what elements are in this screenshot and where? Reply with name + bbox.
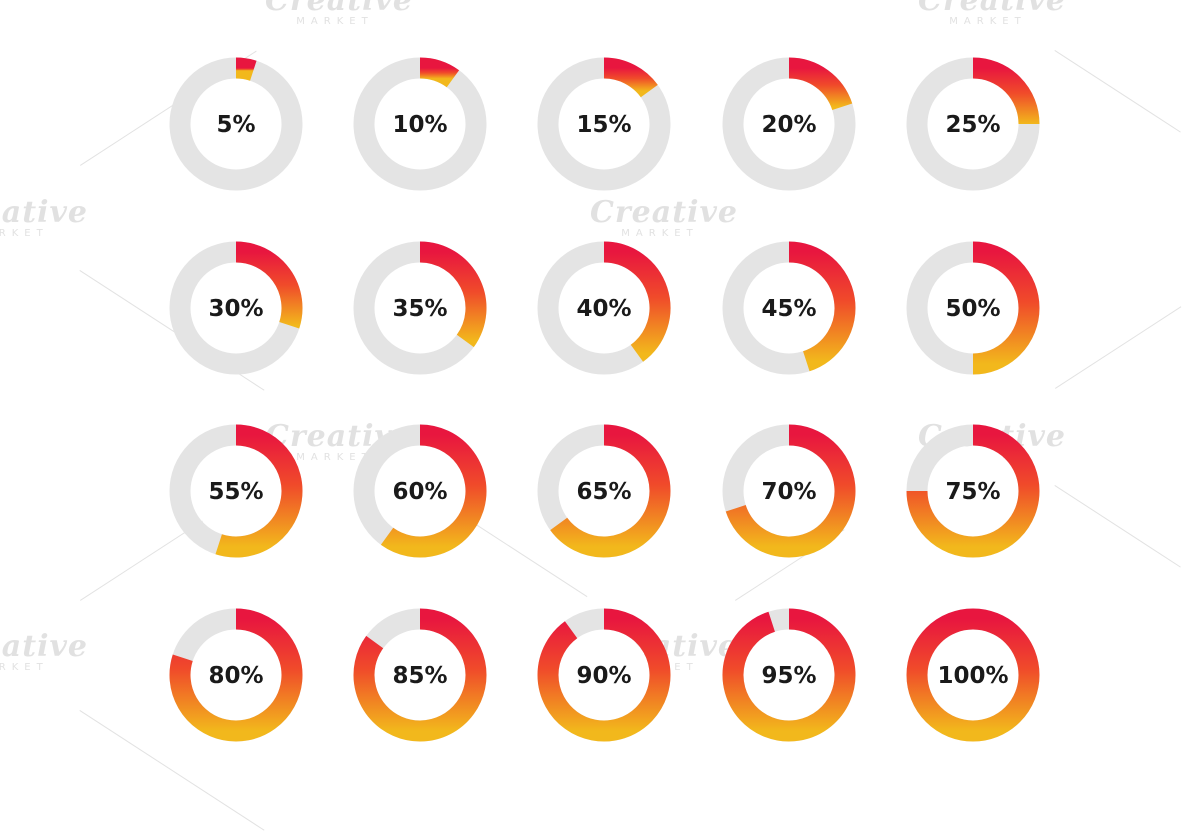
donut-center [375, 79, 465, 169]
donut-label: 15% [576, 112, 631, 138]
donut-25: 25% [906, 57, 1040, 191]
donut-arc [972, 57, 1040, 125]
donut-75: 75% [906, 424, 1040, 558]
donut-label: 90% [576, 663, 631, 689]
donut-arc [725, 424, 856, 558]
donut-center [928, 263, 1018, 353]
donut-label: 10% [392, 112, 447, 138]
donut-label: 20% [761, 112, 816, 138]
donut-center [559, 263, 649, 353]
donut-arc [353, 608, 487, 742]
donut-center [744, 263, 834, 353]
donut-arc [235, 241, 303, 329]
donut-label: 100% [937, 663, 1008, 689]
donut-arc [419, 241, 487, 348]
donut-arc [906, 608, 1040, 742]
donut-60: 60% [353, 424, 487, 558]
donut-arc [603, 241, 671, 362]
donut-center [744, 79, 834, 169]
donut-center [375, 446, 465, 536]
donut-arc [788, 241, 856, 372]
donut-55: 55% [169, 424, 303, 558]
donut-65: 65% [537, 424, 671, 558]
donut-center [928, 630, 1018, 720]
donut-center [744, 630, 834, 720]
donut-label: 5% [216, 112, 255, 138]
donut-center [744, 446, 834, 536]
donut-arc [380, 424, 487, 558]
donut-arc [215, 424, 303, 558]
donut-center [191, 263, 281, 353]
donut-center [375, 263, 465, 353]
donut-95: 95% [722, 608, 856, 742]
donut-label: 60% [392, 479, 447, 505]
donut-arc [550, 424, 671, 558]
donut-40: 40% [537, 241, 671, 375]
donut-arc [722, 608, 856, 742]
donut-label: 70% [761, 479, 816, 505]
donut-center [928, 79, 1018, 169]
donut-arc [419, 57, 460, 88]
donut-10: 10% [353, 57, 487, 191]
donut-label: 75% [945, 479, 1000, 505]
donut-80: 80% [169, 608, 303, 742]
donut-arc [972, 241, 1040, 375]
donut-label: 80% [208, 663, 263, 689]
donut-label: 65% [576, 479, 631, 505]
donut-70: 70% [722, 424, 856, 558]
donut-label: 35% [392, 296, 447, 322]
donut-label: 85% [392, 663, 447, 689]
donut-15: 15% [537, 57, 671, 191]
donut-center [559, 630, 649, 720]
donut-label: 50% [945, 296, 1000, 322]
donut-arc [169, 608, 303, 742]
donut-arc [906, 424, 1040, 558]
donut-label: 30% [208, 296, 263, 322]
donut-85: 85% [353, 608, 487, 742]
donut-5: 5% [169, 57, 303, 191]
donut-arc [537, 608, 671, 742]
donut-center [928, 446, 1018, 536]
donut-arc [235, 57, 257, 81]
donut-90: 90% [537, 608, 671, 742]
donut-label: 55% [208, 479, 263, 505]
donut-45: 45% [722, 241, 856, 375]
donut-center [375, 630, 465, 720]
donut-100: 100% [906, 608, 1040, 742]
donut-20: 20% [722, 57, 856, 191]
donut-center [559, 79, 649, 169]
donuts-group: 5% 10% 15% 20% 25% 30% 35% 40% 45% 50% 55% 60% 65% 70… [169, 57, 1040, 742]
donut-center [191, 446, 281, 536]
donut-grid-svg: 5% 10% 15% 20% 25% 30% 35% 40% 45% 50% 55% 60% 65% 70… [169, 57, 1040, 742]
donut-50: 50% [906, 241, 1040, 375]
donut-label: 95% [761, 663, 816, 689]
donut-label: 45% [761, 296, 816, 322]
donut-arc [603, 57, 658, 98]
donut-arc [788, 57, 853, 111]
donut-label: 25% [945, 112, 1000, 138]
donut-30: 30% [169, 241, 303, 375]
donut-center [191, 630, 281, 720]
donut-label: 40% [576, 296, 631, 322]
donut-center [559, 446, 649, 536]
donut-center [191, 79, 281, 169]
donut-35: 35% [353, 241, 487, 375]
